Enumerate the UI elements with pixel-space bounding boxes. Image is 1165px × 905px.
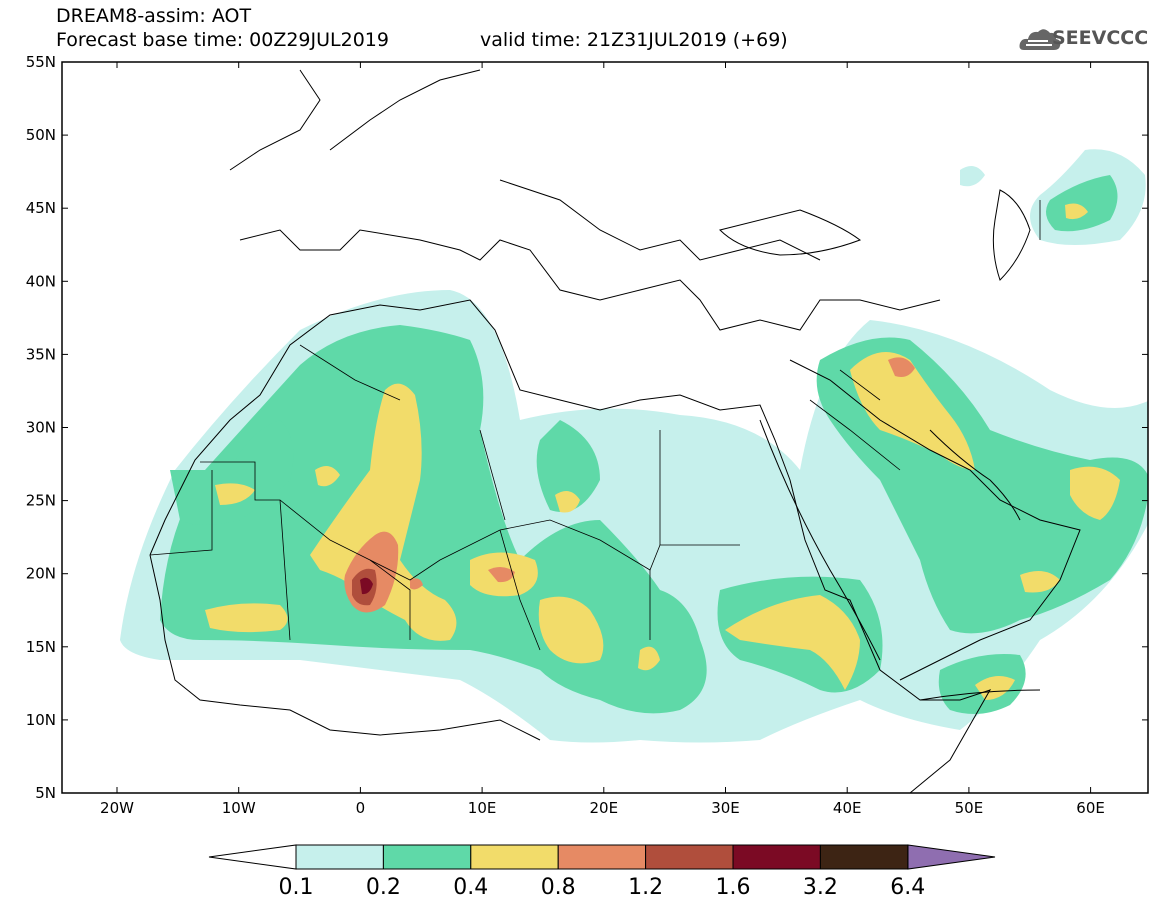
- colorbar: 0.1 0.2 0.4 0.8 1.2 1.6 3.2 6.4: [208, 844, 996, 900]
- lon-label: 10E: [468, 799, 497, 817]
- lon-label: 40E: [833, 799, 862, 817]
- lat-label: 35N: [26, 345, 56, 363]
- lat-label: 10N: [26, 711, 56, 729]
- map-title: DREAM8-assim: AOT: [56, 5, 252, 27]
- colorbar-label: 3.2: [803, 875, 838, 900]
- colorbar-right-arrow: [907, 844, 996, 870]
- lat-label: 50N: [26, 126, 56, 144]
- base-time: Forecast base time: 00Z29JUL2019: [56, 29, 389, 51]
- lon-label: 50E: [955, 799, 984, 817]
- colorbar-label: 1.2: [628, 875, 663, 900]
- colorbar-swatch: [382, 844, 472, 870]
- aot-band-1.6: [360, 577, 373, 595]
- aot-shading: [120, 149, 1148, 743]
- valid-time: valid time: 21Z31JUL2019 (+69): [480, 29, 788, 51]
- colorbar-label: 0.1: [279, 875, 314, 900]
- colorbar-swatch: [819, 844, 909, 870]
- lat-label: 5N: [35, 784, 56, 802]
- lon-label: 0: [356, 799, 366, 817]
- lon-label: 20W: [100, 799, 134, 817]
- cloud-logo-icon: [1019, 29, 1061, 50]
- logo-text: SEEVCCC: [1052, 27, 1149, 49]
- lat-label: 20N: [26, 565, 56, 583]
- colorbar-swatch: [557, 844, 647, 870]
- country-borders: [149, 200, 1041, 651]
- lat-label: 55N: [26, 53, 56, 71]
- lat-label: 40N: [26, 272, 56, 290]
- lon-label: 60E: [1076, 799, 1105, 817]
- longitude-axis: 20W 10W 0 10E 20E 30E 40E 50E 60E: [100, 62, 1105, 817]
- latitude-axis: 55N 50N 45N 40N 35N 30N 25N 20N 15N 10N 5N: [26, 53, 1148, 802]
- coastlines: [149, 69, 1081, 793]
- colorbar-label: 6.4: [890, 875, 925, 900]
- colorbar-label: 0.4: [453, 875, 488, 900]
- colorbar-swatch: [295, 844, 384, 870]
- lon-label: 20E: [590, 799, 619, 817]
- colorbar-label: 1.6: [716, 875, 751, 900]
- lat-label: 30N: [26, 419, 56, 437]
- colorbar-label: 0.8: [541, 875, 576, 900]
- lon-label: 10W: [222, 799, 256, 817]
- lat-label: 15N: [26, 638, 56, 656]
- colorbar-swatch: [470, 844, 559, 870]
- colorbar-swatch: [732, 844, 821, 870]
- lat-label: 25N: [26, 492, 56, 510]
- colorbar-swatch: [645, 844, 734, 870]
- colorbar-left-arrow: [208, 844, 297, 870]
- lat-label: 45N: [26, 199, 56, 217]
- colorbar-label: 0.2: [366, 875, 401, 900]
- lon-label: 30E: [711, 799, 740, 817]
